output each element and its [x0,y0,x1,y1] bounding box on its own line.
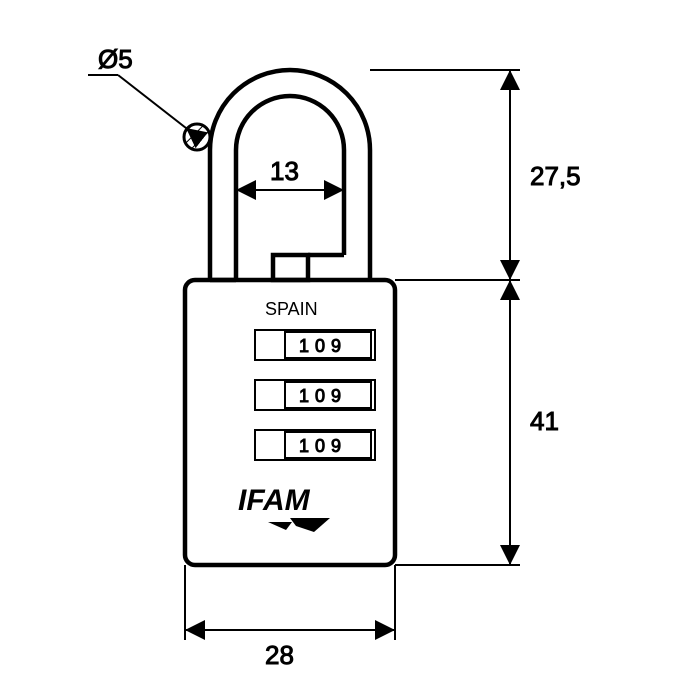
country-label: SPAIN [265,299,318,319]
dim-diameter-label: Ø5 [98,44,133,74]
dim-shackle-height-label: 27,5 [530,161,581,191]
shackle-section [184,124,210,150]
dim-body-height-label: 41 [530,406,559,436]
combo-wheel-1: 109 [255,330,375,360]
combination-wheels: 109 109 109 [255,330,375,460]
dim-shackle-gap: 13 [236,156,344,190]
combo-wheel-2: 109 [255,380,375,410]
dim-gap-label: 13 [270,156,299,186]
brand-text: IFAM [238,484,311,517]
dim-body-width: 28 [185,630,395,670]
dim-shackle-diameter: Ø5 [88,44,186,128]
dim-shackle-height: 27,5 [510,70,581,280]
combo-digits-2: 109 [299,386,347,406]
combo-digits-3: 109 [299,436,347,456]
combo-digits-1: 109 [299,336,347,356]
padlock-diagram: 109 109 109 SPAIN IFAM Ø5 [0,0,700,700]
combo-wheel-3: 109 [255,430,375,460]
dim-body-height: 41 [510,280,559,565]
brand-logo: IFAM [238,484,330,532]
dim-body-width-label: 28 [265,640,294,670]
